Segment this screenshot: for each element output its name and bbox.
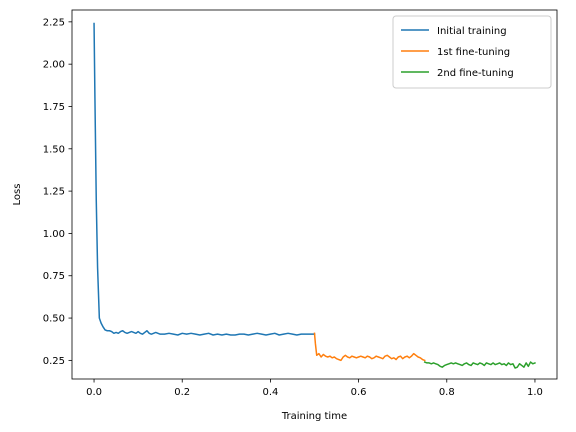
x-tick-label: 0.4 (262, 387, 278, 398)
x-axis: 0.0 0.2 0.4 0.6 0.8 1.0 (86, 379, 543, 398)
plot-area (71, 9, 558, 380)
y-tick-label: 0.50 (43, 314, 65, 325)
y-axis-title: Loss (12, 184, 23, 206)
y-tick-label: 1.75 (43, 102, 65, 113)
legend-label: Initial training (437, 26, 507, 37)
x-tick-label: 0.8 (439, 387, 455, 398)
x-tick-label: 0.0 (86, 387, 102, 398)
series-line-2 (313, 332, 426, 362)
y-tick-label: 1.25 (43, 187, 65, 198)
legend-label: 1st fine-tuning (437, 47, 510, 58)
y-axis: 0.25 0.50 0.75 1.00 1.25 1.50 1.75 2.00 2.25 (43, 17, 72, 367)
x-axis-title: Training time (281, 411, 347, 422)
plot-frame (71, 9, 558, 380)
series-layer (93, 22, 536, 369)
y-tick-label: 2.00 (43, 60, 65, 71)
series-line-3 (423, 361, 536, 369)
legend: Initial training 1st fine-tuning 2nd fine-… (392, 15, 552, 89)
y-tick-label: 0.25 (43, 356, 65, 367)
y-tick-label: 0.75 (43, 271, 65, 282)
y-tick-label: 2.25 (43, 17, 65, 28)
x-tick-label: 1.0 (527, 387, 543, 398)
y-tick-label: 1.50 (43, 144, 65, 155)
legend-box (392, 15, 552, 89)
y-tick-label: 1.00 (43, 229, 65, 240)
series-line-1 (93, 22, 316, 336)
x-tick-label: 0.2 (174, 387, 190, 398)
legend-label: 2nd fine-tuning (437, 68, 514, 79)
x-tick-label: 0.6 (351, 387, 367, 398)
